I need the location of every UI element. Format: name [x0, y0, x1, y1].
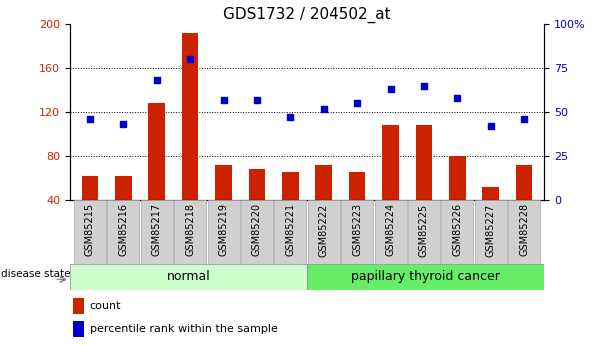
Bar	[475, 200, 506, 264]
Bar	[73, 321, 84, 337]
Point	[486, 124, 496, 129]
Bar	[416, 125, 432, 200]
Bar	[508, 200, 540, 264]
Bar	[349, 171, 365, 200]
Point	[119, 122, 128, 127]
Text: GSM85225: GSM85225	[419, 203, 429, 257]
Bar	[249, 169, 265, 200]
Point	[219, 97, 229, 102]
Bar	[375, 200, 407, 264]
Bar	[81, 176, 98, 200]
Point	[385, 87, 395, 92]
Bar	[241, 200, 273, 264]
Text: GSM85216: GSM85216	[119, 203, 128, 256]
Text: GSM85227: GSM85227	[486, 203, 496, 257]
Text: GSM85215: GSM85215	[85, 203, 95, 256]
Bar	[274, 200, 306, 264]
Bar	[215, 165, 232, 200]
Text: GSM85217: GSM85217	[152, 203, 162, 256]
Point	[85, 116, 95, 122]
Bar	[316, 165, 332, 200]
Point	[185, 57, 195, 62]
Point	[519, 116, 529, 122]
Bar	[482, 187, 499, 200]
Bar	[148, 104, 165, 200]
Bar	[70, 264, 307, 290]
Text: papillary thyroid cancer: papillary thyroid cancer	[351, 270, 500, 283]
Text: percentile rank within the sample: percentile rank within the sample	[90, 324, 278, 334]
Bar	[140, 200, 173, 264]
Text: GSM85224: GSM85224	[385, 203, 396, 256]
Bar	[207, 200, 240, 264]
Text: GSM85222: GSM85222	[319, 203, 329, 257]
Text: GSM85220: GSM85220	[252, 203, 262, 256]
Bar	[441, 200, 474, 264]
Point	[286, 115, 295, 120]
Text: disease state: disease state	[1, 269, 71, 279]
Bar	[516, 165, 533, 200]
Text: GSM85219: GSM85219	[218, 203, 229, 256]
Point	[419, 83, 429, 89]
Point	[252, 97, 262, 102]
Bar	[382, 125, 399, 200]
Point	[319, 106, 328, 111]
Bar	[73, 298, 84, 314]
Text: GSM85223: GSM85223	[352, 203, 362, 256]
Bar	[174, 200, 206, 264]
Bar	[307, 264, 544, 290]
Text: GSM85226: GSM85226	[452, 203, 462, 256]
Bar	[341, 200, 373, 264]
Text: GSM85221: GSM85221	[285, 203, 295, 256]
Title: GDS1732 / 204502_at: GDS1732 / 204502_at	[223, 7, 391, 23]
Text: normal: normal	[167, 270, 210, 283]
Text: GSM85228: GSM85228	[519, 203, 529, 256]
Text: count: count	[90, 301, 122, 311]
Bar	[108, 200, 139, 264]
Bar	[182, 33, 198, 200]
Bar	[308, 200, 340, 264]
Bar	[449, 156, 466, 200]
Bar	[282, 171, 299, 200]
Text: GSM85218: GSM85218	[185, 203, 195, 256]
Bar	[408, 200, 440, 264]
Point	[152, 78, 162, 83]
Bar	[115, 176, 132, 200]
Bar	[74, 200, 106, 264]
Point	[452, 95, 462, 101]
Point	[352, 101, 362, 106]
